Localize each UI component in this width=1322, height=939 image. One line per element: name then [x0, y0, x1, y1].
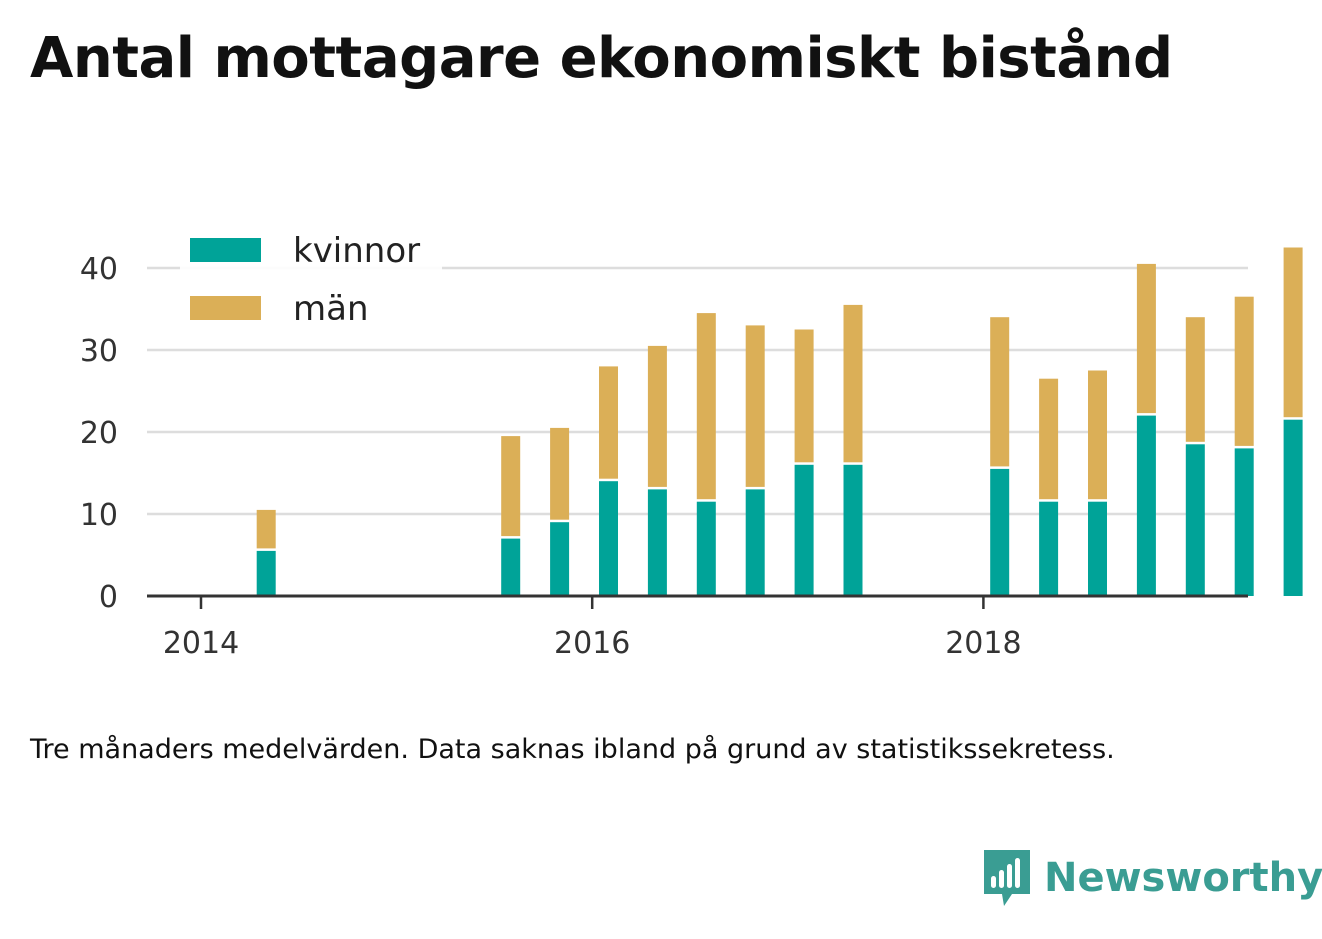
bar-man — [696, 313, 716, 500]
bar-man — [843, 304, 863, 463]
bars — [256, 247, 1303, 596]
legend-swatch — [190, 296, 261, 320]
bar-man — [794, 329, 814, 463]
legend-label: män — [293, 289, 369, 329]
bar-man — [256, 509, 276, 549]
bar-kvinnor — [1185, 444, 1205, 596]
bar-man — [1234, 296, 1254, 446]
x-tick-label: 2018 — [945, 626, 1021, 661]
y-tick-label: 10 — [80, 498, 118, 533]
newsworthy-logo-icon — [984, 850, 1030, 906]
bar-kvinnor — [256, 550, 276, 596]
bar-man — [1283, 247, 1303, 418]
x-tick-label: 2016 — [554, 626, 630, 661]
y-tick-label: 40 — [80, 252, 118, 287]
bar-kvinnor — [599, 481, 618, 596]
bar-kvinnor — [745, 489, 765, 596]
x-tick-label: 2014 — [163, 626, 239, 661]
bar-kvinnor — [1283, 419, 1303, 596]
bar-man — [1185, 317, 1205, 442]
bar-kvinnor — [501, 538, 521, 596]
legend: kvinnor män — [180, 228, 442, 332]
bar-kvinnor — [990, 468, 1010, 596]
y-tick-label: 20 — [80, 416, 118, 451]
chart-note: Tre månaders medelvärden. Data saknas ib… — [30, 734, 1115, 765]
chart: 010203040201420162018202020222024 kvinno… — [79, 228, 1303, 661]
y-tick-label: 30 — [80, 334, 118, 369]
bar-kvinnor — [1088, 501, 1107, 596]
bar-kvinnor — [1136, 415, 1156, 596]
bar-man — [745, 325, 765, 487]
bar-kvinnor — [843, 464, 863, 596]
axes: 010203040201420162018202020222024 — [80, 252, 1248, 661]
bar-kvinnor — [1039, 501, 1059, 596]
legend-swatch — [190, 238, 261, 262]
bar-man — [1039, 378, 1059, 500]
bar-man — [501, 436, 521, 537]
bar-kvinnor — [550, 522, 570, 596]
brand: Newsworthy — [982, 848, 1322, 908]
bar-man — [647, 345, 667, 487]
bar-kvinnor — [1234, 448, 1254, 596]
bar-kvinnor — [647, 489, 667, 596]
bar-kvinnor — [794, 464, 814, 596]
y-tick-label: 0 — [99, 580, 118, 615]
legend-label: kvinnor — [293, 231, 420, 271]
bar-man — [599, 366, 618, 479]
bar-man — [550, 427, 570, 520]
bar-man — [990, 317, 1010, 467]
bar-man — [1088, 370, 1107, 500]
bar-man — [1136, 263, 1156, 414]
brand-name: Newsworthy — [1044, 855, 1322, 901]
chart-title: Antal mottagare ekonomiskt bistånd — [30, 26, 1173, 91]
bar-kvinnor — [696, 501, 716, 596]
